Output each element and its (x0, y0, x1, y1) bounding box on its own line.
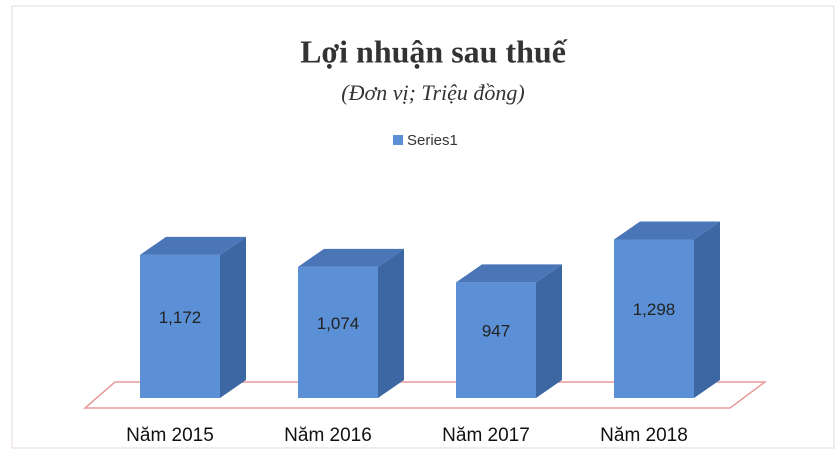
x-tick-label: Năm 2016 (284, 425, 372, 446)
chart-subtitle: (Đơn vị; Triệu đồng) (341, 80, 524, 105)
bar (614, 239, 694, 398)
data-label: 1,074 (317, 314, 360, 333)
bar-side (694, 221, 720, 398)
data-label: 1,298 (633, 300, 676, 319)
floor (82, 381, 768, 409)
bar (456, 282, 536, 398)
bar-side (536, 264, 562, 398)
bar-side (378, 248, 404, 398)
bar-top (614, 221, 720, 240)
bar-top (298, 248, 404, 267)
bar-top (140, 236, 246, 255)
legend-swatch (393, 135, 403, 145)
bar (140, 254, 220, 398)
bar-side (220, 236, 246, 398)
x-tick-label: Năm 2018 (600, 425, 688, 446)
chart-title: Lợi nhuận sau thuế (300, 33, 568, 69)
bar (298, 266, 378, 398)
data-label: 1,172 (159, 308, 202, 327)
bar-top (456, 264, 562, 283)
x-tick-label: Năm 2017 (442, 425, 530, 446)
data-label: 947 (482, 322, 510, 341)
x-tick-label: Năm 2015 (126, 425, 214, 446)
legend-label: Series1 (407, 132, 458, 149)
